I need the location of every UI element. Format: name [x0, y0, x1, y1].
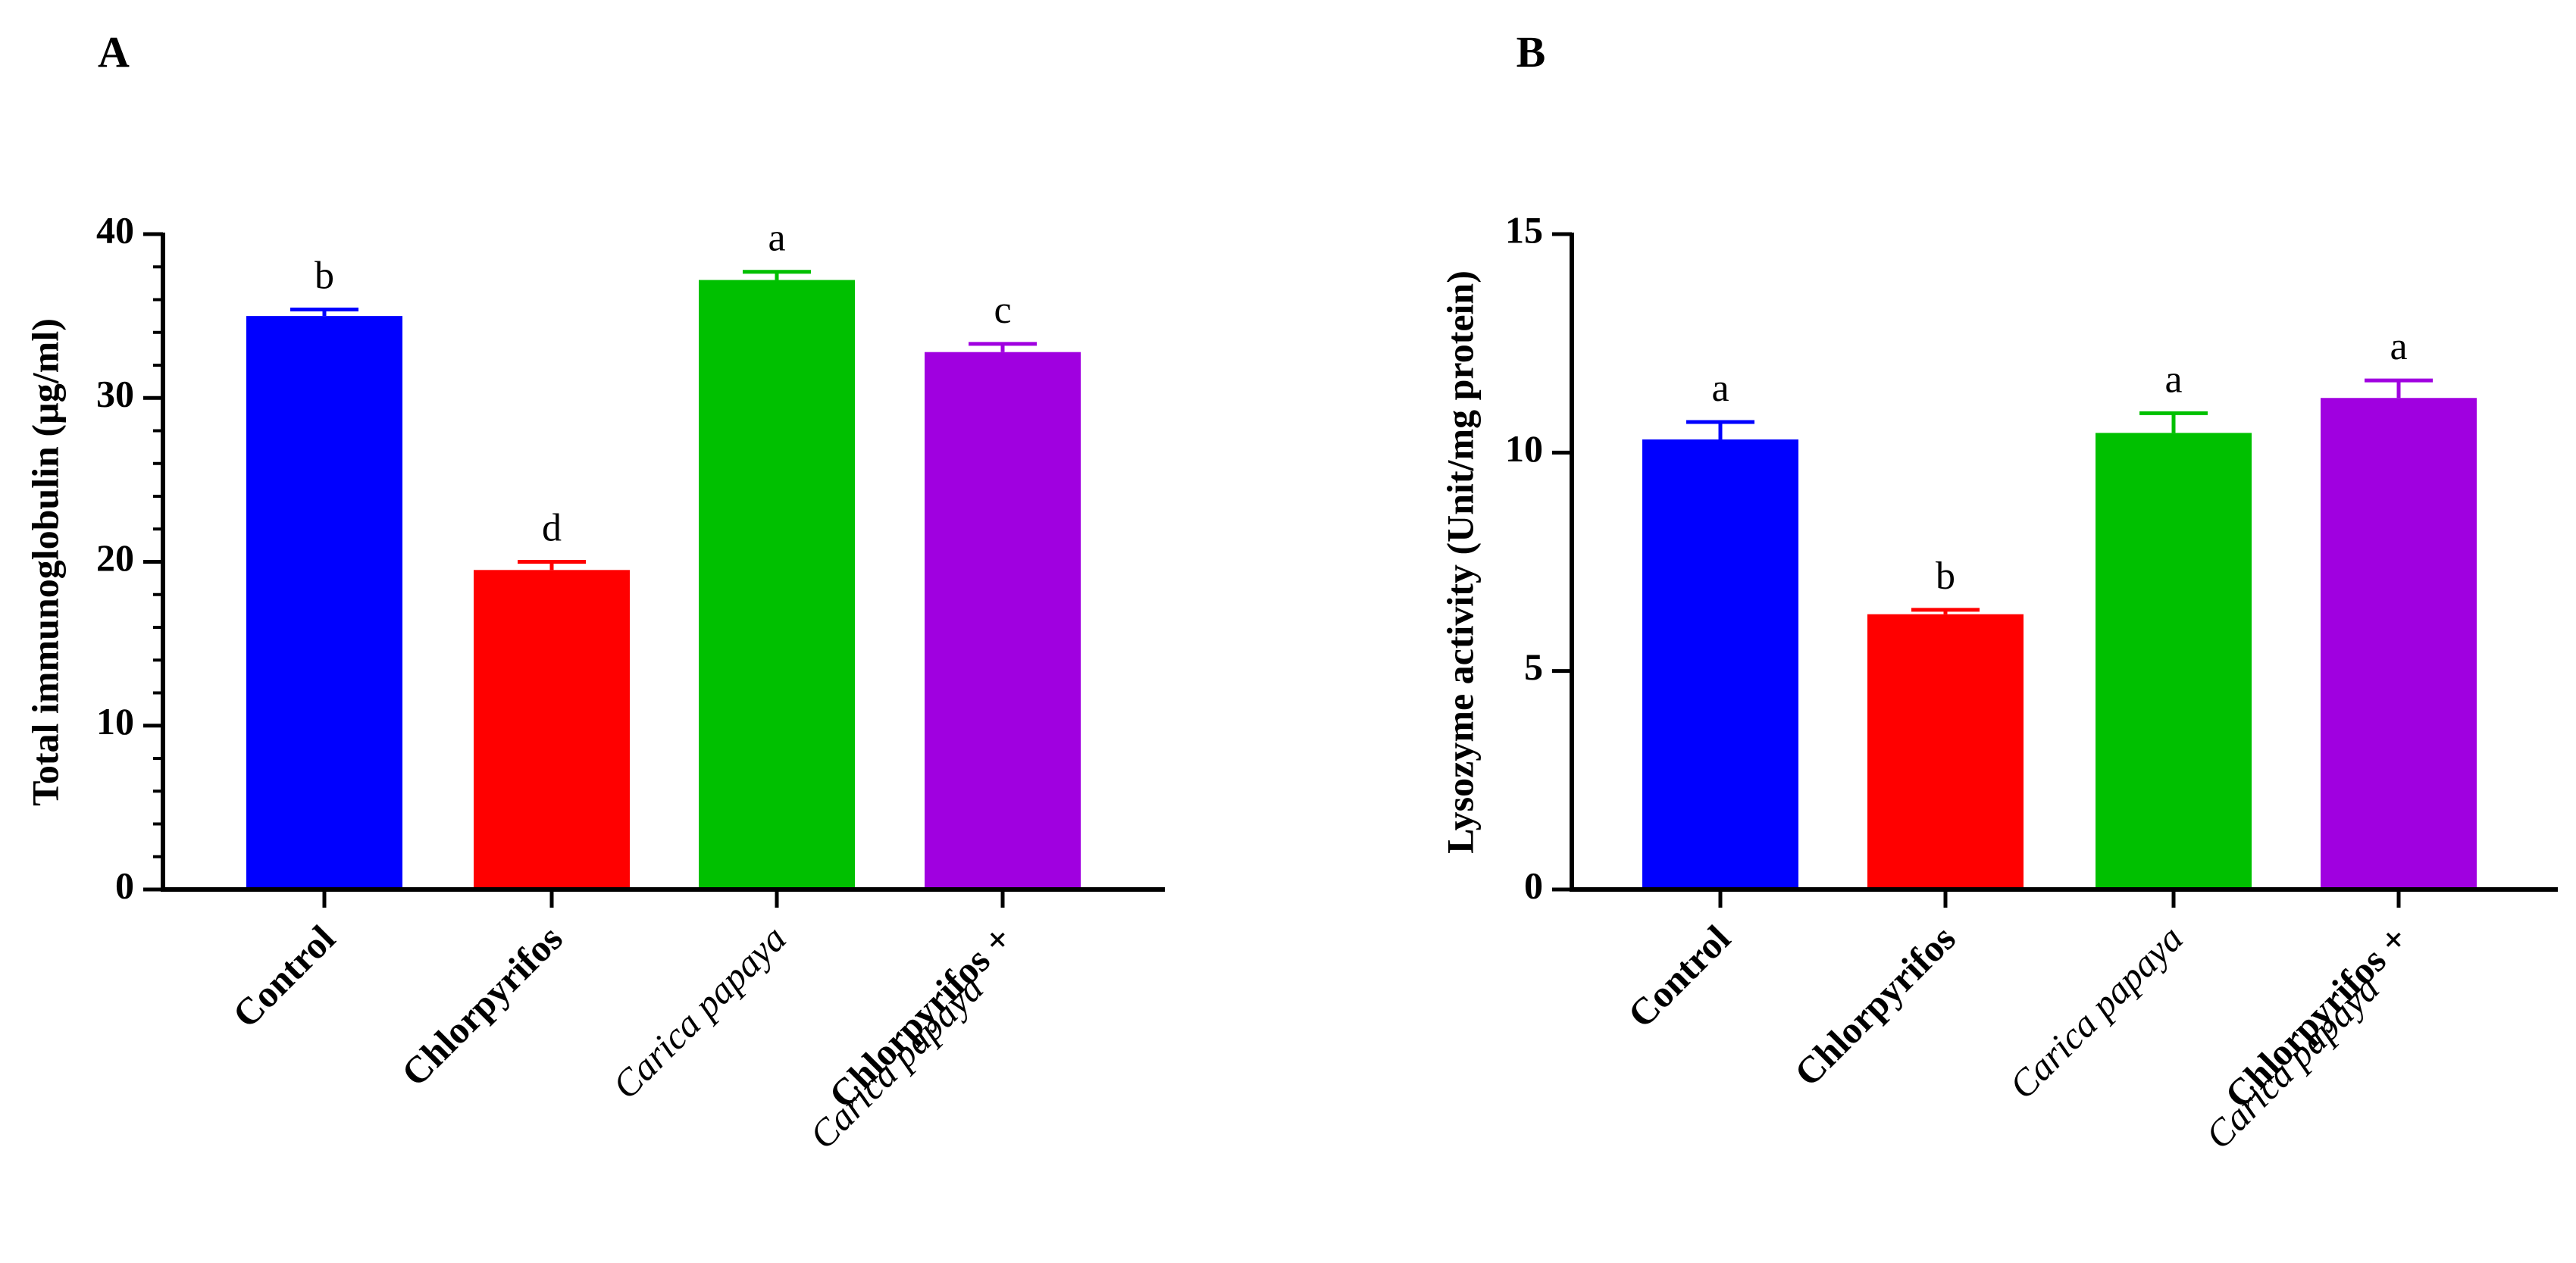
y-tick-label: 20: [96, 536, 134, 579]
y-tick-label: 15: [1505, 208, 1543, 251]
y-axis-label: Total immunoglobulin (µg/ml): [23, 318, 66, 806]
bar: [699, 280, 855, 889]
x-category-label: Chlorpyrifos: [1786, 917, 1964, 1094]
bar: [246, 316, 402, 889]
x-category-label: Control: [224, 917, 343, 1036]
significance-letter: d: [542, 507, 562, 550]
bar: [925, 352, 1081, 889]
panel-a: A Total immunoglobulin (µg/ml) b d a c 0 10 20 30…: [23, 27, 1165, 1157]
y-tick-label: 40: [96, 208, 134, 251]
bar: [2321, 398, 2477, 889]
significance-letter: a: [768, 217, 785, 260]
y-tick-label: 0: [115, 864, 134, 906]
bar: [1867, 614, 2024, 889]
bar: [2096, 433, 2252, 889]
x-category-label: Carica papaya: [801, 967, 991, 1157]
bar: [474, 570, 630, 889]
x-category-label: Control: [1620, 917, 1739, 1036]
significance-letter: a: [2390, 325, 2407, 368]
panel-b: B Lysozyme activity (Unit/mg protein) a b a a…: [1438, 27, 2558, 1157]
x-category-label: Chlorpyrifos: [393, 917, 571, 1094]
y-tick-label: 10: [1505, 427, 1543, 470]
y-tick-label: 30: [96, 373, 134, 415]
bar: [1642, 439, 1798, 889]
y-tick-label: 10: [96, 700, 134, 742]
panel-label: A: [98, 27, 130, 77]
y-tick-label: 0: [1524, 864, 1543, 906]
panel-label: B: [1516, 27, 1546, 77]
significance-letter: a: [2164, 358, 2182, 401]
y-tick-label: 5: [1524, 646, 1543, 688]
significance-letter: b: [1936, 555, 1955, 598]
significance-letter: a: [1711, 367, 1729, 410]
x-category-label: Carica papaya: [2197, 967, 2387, 1157]
x-category-label: Carica papaya: [2001, 917, 2191, 1107]
significance-letter: b: [315, 254, 334, 297]
x-category-label: Carica papaya: [604, 917, 794, 1107]
significance-letter: c: [994, 289, 1011, 332]
y-axis-label: Lysozyme activity (Unit/mg protein): [1438, 270, 1481, 854]
